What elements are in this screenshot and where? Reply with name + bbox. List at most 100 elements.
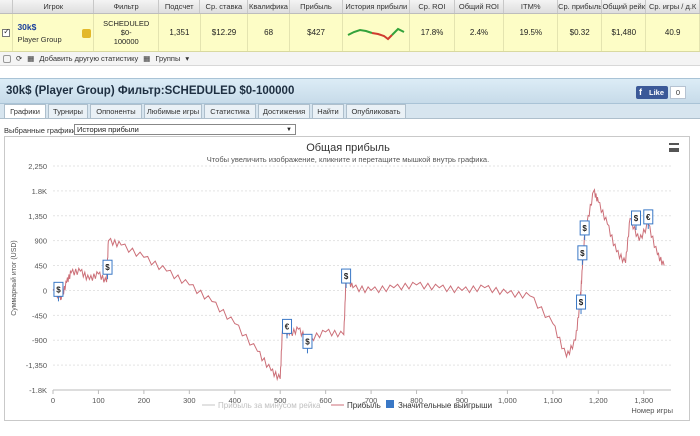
chart-selector[interactable]: История прибыли ▼ — [74, 124, 296, 135]
groups-button[interactable]: Группы — [155, 54, 181, 63]
x-tick-label: 200 — [138, 396, 151, 405]
big-win-symbol: $ — [344, 272, 349, 281]
tab-charts[interactable]: Графики — [4, 104, 46, 119]
favorite-icon[interactable] — [82, 29, 92, 38]
row-checkbox[interactable] — [2, 27, 11, 37]
col-header-avg-profit[interactable]: Ср. прибыль — [558, 0, 603, 13]
sparkline-recover — [391, 27, 405, 36]
qualification-cell: 68 — [248, 14, 290, 51]
big-win-flag[interactable] — [341, 268, 352, 284]
y-tick-label: -1.8K — [29, 386, 47, 395]
big-win-flag[interactable] — [631, 210, 642, 226]
avg-roi-cell: 17.8% — [410, 14, 455, 51]
charts-content: Выбранные графики: История прибыли ▼ Общ… — [0, 118, 700, 436]
x-tick-label: 400 — [229, 396, 242, 405]
stats-header-row: Игрок Фильтр Подсчет Ср. ставка Квалифик… — [0, 0, 700, 14]
col-header-avg-roi[interactable]: Ср. ROI — [410, 0, 455, 13]
profit-series-line[interactable] — [52, 188, 665, 382]
col-header-total-roi[interactable]: Общий ROI — [455, 0, 505, 13]
y-tick-label: 900 — [34, 237, 47, 246]
table-row[interactable]: 30k$ Player Group SCHEDULED $0- 100000 1… — [0, 14, 700, 52]
big-win-symbol: $ — [56, 285, 61, 294]
add-stat-icon[interactable]: ▦ — [27, 54, 35, 63]
big-win-symbol: € — [646, 213, 651, 222]
total-roi-cell: 2.4% — [455, 14, 505, 51]
profit-history-cell — [343, 14, 411, 51]
big-win-symbol: $ — [580, 249, 585, 258]
panel-title: 30k$ (Player Group) Фильтр:SCHEDULED $0-… — [6, 85, 295, 97]
filter-line-2: $0- — [120, 28, 132, 37]
x-tick-label: 1,200 — [589, 396, 608, 405]
big-win-symbol: € — [285, 322, 290, 331]
total-rake-cell: $1,480 — [602, 14, 647, 51]
y-tick-label: -450 — [32, 311, 47, 320]
y-tick-label: -1,350 — [26, 361, 47, 370]
col-header-count[interactable]: Подсчет — [159, 0, 201, 13]
tab-tournaments[interactable]: Турниры — [48, 104, 88, 118]
legend-bigwins-swatch[interactable] — [386, 400, 394, 408]
sparkline-up — [347, 28, 373, 36]
tab-statistics[interactable]: Статистика — [204, 104, 256, 118]
refresh-icon[interactable]: ⟳ — [16, 54, 23, 63]
big-win-flag[interactable] — [302, 333, 313, 349]
profit-chart[interactable]: Общая прибыль Чтобы увеличить изображени… — [4, 136, 690, 421]
y-tick-label: 0 — [43, 286, 47, 295]
tab-publish[interactable]: Опубликовать — [346, 104, 406, 118]
player-cell[interactable]: 30k$ Player Group — [13, 14, 95, 51]
big-win-flag[interactable] — [53, 281, 64, 297]
col-header-filter[interactable]: Фильтр — [94, 0, 160, 13]
col-header-player[interactable]: Игрок — [13, 0, 94, 13]
col-header-total-rake[interactable]: Общий рейк — [602, 0, 647, 13]
facebook-like-button[interactable]: Like — [636, 86, 668, 99]
col-header-avg-stake[interactable]: Ср. ставка — [200, 0, 249, 13]
add-stat-button[interactable]: Добавить другую статистику — [39, 54, 139, 63]
tab-find[interactable]: Найти — [312, 104, 344, 118]
col-header-select[interactable] — [0, 0, 14, 13]
legend-profit-label[interactable]: Прибыль — [347, 401, 381, 410]
profit-cell: $427 — [290, 14, 344, 51]
row-select-cell[interactable] — [0, 14, 14, 51]
chevron-down-icon[interactable]: ▼ — [286, 127, 292, 133]
col-header-profit-history[interactable]: История прибыли — [343, 0, 411, 13]
facebook-like-count: 0 — [670, 86, 686, 99]
big-win-flag[interactable] — [282, 318, 293, 334]
big-win-symbol: $ — [579, 298, 584, 307]
big-win-flag[interactable] — [102, 259, 113, 275]
avg-stake-cell: $12.29 — [201, 14, 249, 51]
big-win-flag[interactable] — [643, 209, 654, 225]
profit-sparkline — [347, 27, 405, 40]
avg-games-cell: 40.9 — [646, 14, 700, 51]
tab-achievements[interactable]: Достижения — [258, 104, 310, 118]
big-win-symbol: $ — [634, 214, 639, 223]
y-tick-label: 1,350 — [28, 212, 47, 221]
groups-icon[interactable]: ▦ — [143, 54, 151, 63]
chart-selector-label: Выбранные графики: — [4, 126, 78, 135]
col-header-avg-games[interactable]: Ср. игры / д.К — [646, 0, 700, 13]
itm-cell: 19.5% — [504, 14, 559, 51]
select-all-icon[interactable] — [3, 54, 11, 63]
legend-bigwins-label[interactable]: Значительные выигрыши — [398, 401, 492, 410]
x-tick-label: 1,300 — [634, 396, 653, 405]
big-win-flag[interactable] — [577, 245, 588, 261]
col-header-qualification[interactable]: Квалифика — [248, 0, 290, 13]
col-header-itm[interactable]: ITM% — [504, 0, 559, 13]
tab-opponents[interactable]: Оппоненты — [90, 104, 142, 118]
y-tick-label: 2,250 — [28, 162, 47, 171]
chart-title: Общая прибыль — [306, 142, 390, 154]
chart-plot[interactable]: 2,250 1.8K 1,350 900 450 0 -450 -900 -1,350 -1.8K… — [5, 137, 691, 422]
count-cell: 1,351 — [159, 14, 201, 51]
y-tick-label: 450 — [34, 262, 47, 271]
y-axis-label: Суммарный итог (USD) — [10, 240, 18, 316]
legend-rake-label[interactable]: Прибыль за минусом рейка — [218, 401, 321, 410]
tab-favorite-games[interactable]: Любимые игры — [144, 104, 202, 118]
chart-menu-icon[interactable] — [669, 143, 679, 152]
player-name[interactable]: 30k$ — [17, 21, 37, 32]
chevron-down-icon[interactable]: ▾ — [185, 54, 190, 63]
col-header-profit[interactable]: Прибыль — [290, 0, 344, 13]
x-tick-label: 1,000 — [498, 396, 517, 405]
sparkline-down — [372, 31, 394, 40]
big-win-flag[interactable] — [579, 220, 590, 236]
big-win-symbol: $ — [582, 224, 587, 233]
player-group: Player Group — [17, 34, 62, 44]
big-win-flag[interactable] — [576, 294, 587, 310]
